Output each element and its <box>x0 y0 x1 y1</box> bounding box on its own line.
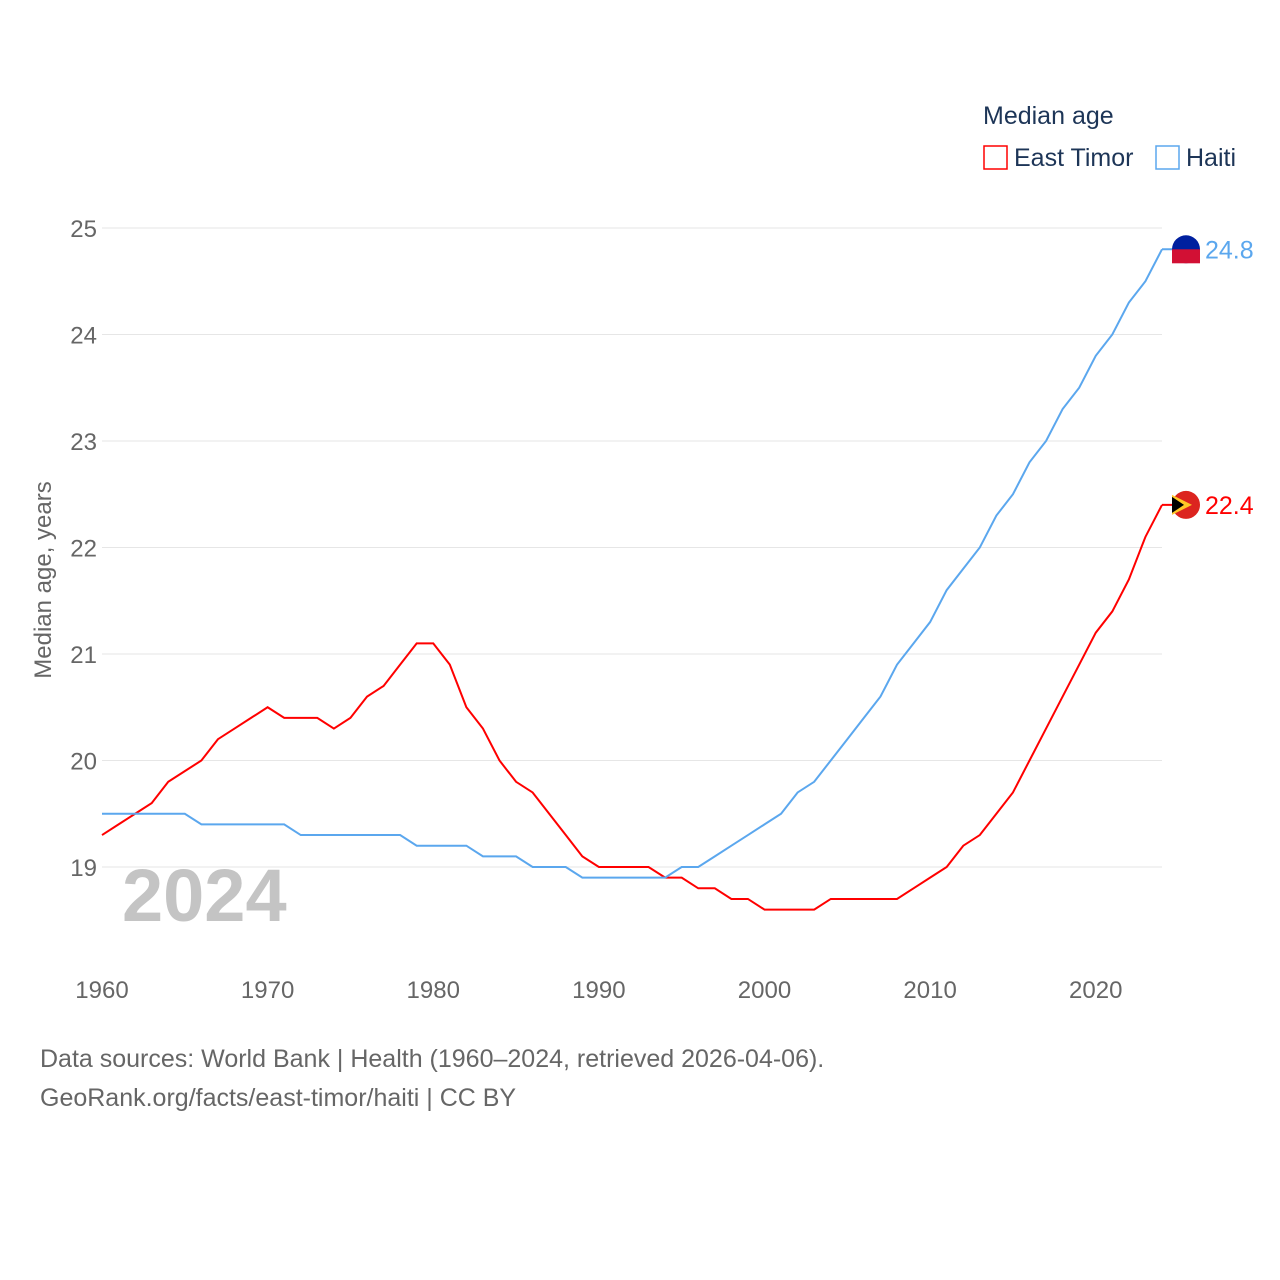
series-line-east-timor <box>101 504 1163 911</box>
end-value-label: 24.8 <box>1205 236 1254 264</box>
legend-label[interactable]: Haiti <box>1186 144 1236 172</box>
flag-lower-half <box>1172 249 1200 264</box>
x-tick-label: 2020 <box>1069 977 1122 1004</box>
x-tick-label: 2010 <box>903 977 956 1004</box>
x-tick-label: 1980 <box>407 977 460 1004</box>
y-tick-label: 23 <box>70 429 97 456</box>
series-line-haiti <box>102 248 1163 879</box>
legend-label[interactable]: East Timor <box>1014 144 1133 172</box>
x-tick-label: 1960 <box>75 977 128 1004</box>
source-note: Data sources: World Bank | Health (1960–… <box>40 1045 825 1073</box>
legend-swatch[interactable] <box>983 145 1008 170</box>
y-tick-label: 25 <box>70 216 97 243</box>
y-axis-label: Median age, years <box>30 481 57 678</box>
y-tick-label: 22 <box>70 536 97 563</box>
x-tick-label: 1970 <box>241 977 294 1004</box>
x-tick-label: 2000 <box>738 977 791 1004</box>
y-tick-label: 24 <box>70 323 97 350</box>
y-tick-label: 21 <box>70 642 97 669</box>
y-tick-label: 20 <box>70 749 97 776</box>
end-value-label: 22.4 <box>1205 492 1254 520</box>
year-watermark: 2024 <box>122 854 287 937</box>
source-link[interactable]: GeoRank.org/facts/east-timor/haiti | CC … <box>40 1084 517 1112</box>
x-tick-label: 1990 <box>572 977 625 1004</box>
y-tick-label: 19 <box>70 855 97 882</box>
legend-title: Median age <box>983 102 1114 130</box>
legend-swatch[interactable] <box>1155 145 1180 170</box>
flag-triangle-black <box>1172 496 1184 513</box>
